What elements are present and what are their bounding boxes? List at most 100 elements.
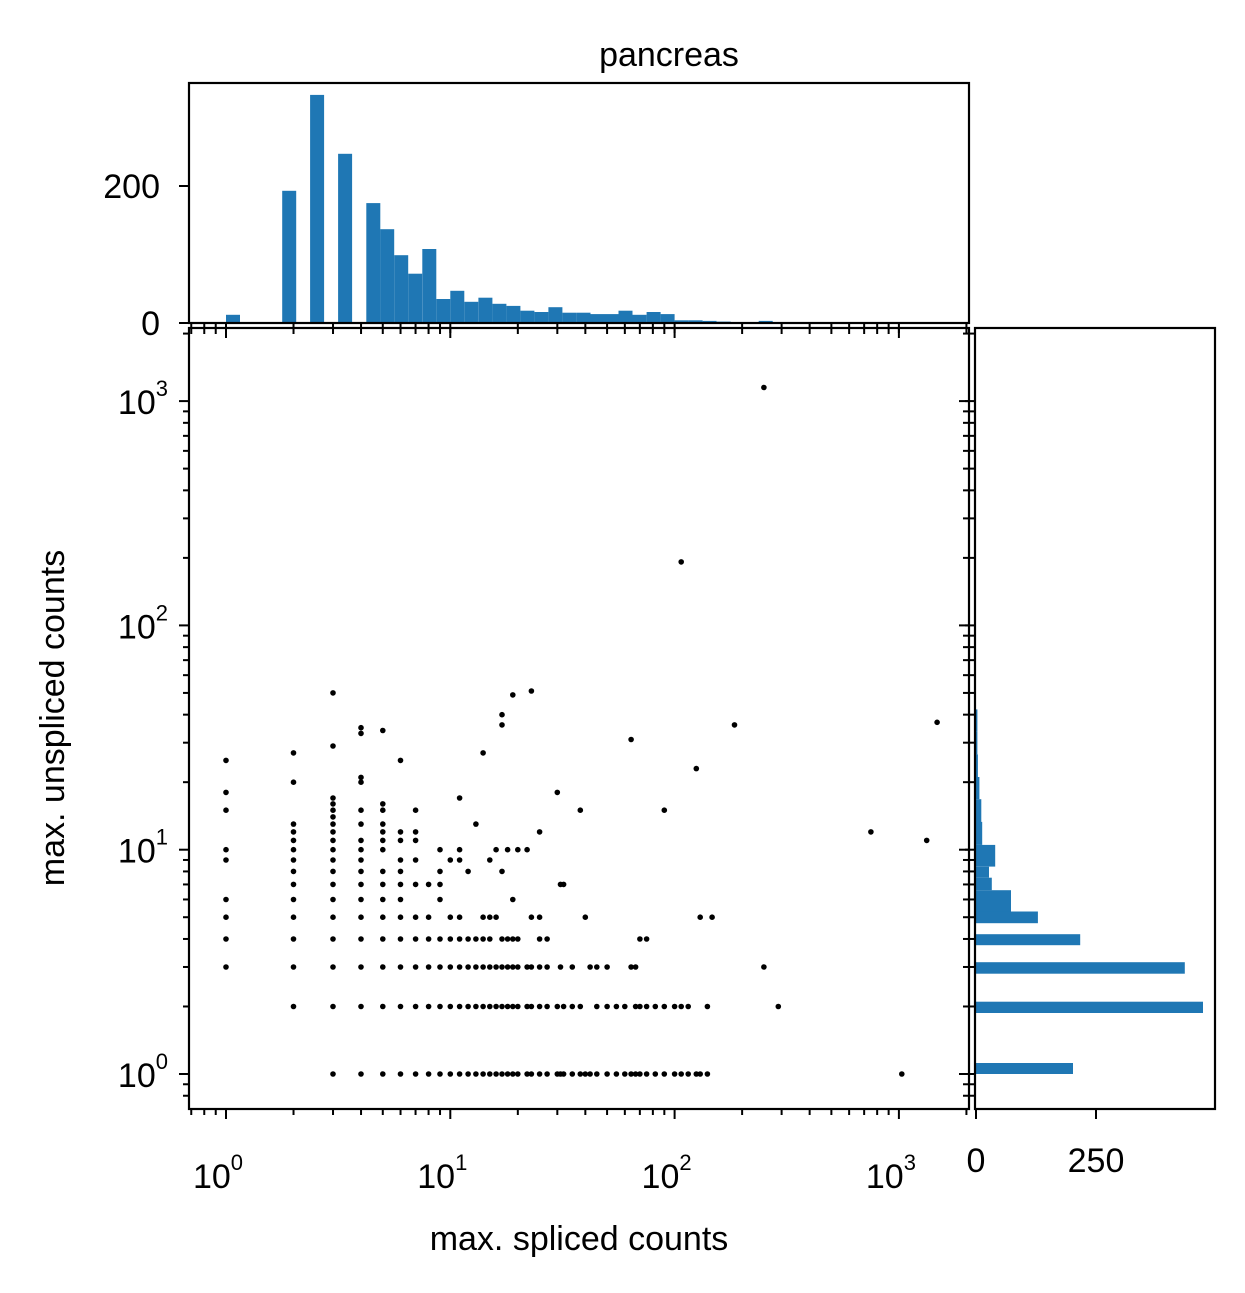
scatter-point: [447, 936, 454, 942]
scatter-point: [380, 801, 386, 807]
scatter-point: [493, 914, 499, 920]
scatter-point: [447, 964, 454, 970]
scatter-point: [456, 914, 463, 920]
scatter-point: [536, 1003, 543, 1010]
scatter-point: [487, 857, 493, 863]
scatter-point: [515, 1071, 521, 1077]
scatter-point: [412, 807, 419, 813]
scatter-point: [761, 964, 767, 970]
scatter-point: [499, 1071, 505, 1077]
top-hist-bar: [520, 310, 535, 323]
top-hist-y-tick-label: 200: [103, 168, 160, 206]
scatter-point: [223, 757, 229, 764]
scatter-point: [358, 857, 364, 863]
right-hist-bar: [976, 799, 982, 822]
scatter-point: [569, 1003, 576, 1010]
scatter-point: [358, 779, 364, 785]
top-hist-bar: [632, 314, 647, 323]
scatter-point: [643, 1071, 650, 1077]
scatter-point: [697, 1071, 703, 1077]
scatter-point: [923, 837, 930, 844]
scatter-point: [358, 964, 364, 970]
scatter-point: [397, 964, 404, 970]
right-hist-bar: [976, 1001, 1203, 1013]
scatter-point: [380, 881, 386, 888]
x-tick-label: 103: [866, 1150, 916, 1196]
scatter-point: [487, 936, 493, 942]
scatter-point: [678, 1003, 684, 1010]
scatter-point: [632, 1071, 639, 1077]
top-hist-bar: [422, 249, 437, 323]
scatter-point: [554, 1003, 561, 1010]
scatter-point: [510, 936, 516, 942]
scatter-point: [330, 829, 336, 835]
scatter-point: [643, 1003, 650, 1010]
scatter-point: [487, 964, 493, 970]
right-hist-bar: [976, 754, 978, 777]
scatter-point: [437, 1071, 443, 1077]
top-hist-bar: [394, 255, 409, 323]
scatter-point: [604, 1071, 610, 1077]
scatter-point: [425, 1071, 432, 1077]
top-hist-bar: [450, 290, 465, 323]
scatter-point: [594, 1071, 600, 1077]
scatter-point: [504, 964, 511, 970]
scatter-point: [613, 1003, 620, 1010]
scatter-point: [554, 789, 561, 796]
right-hist-x-tick-label: 250: [1068, 1142, 1125, 1180]
scatter-point: [290, 868, 297, 875]
scatter-point: [661, 1071, 668, 1077]
scatter-point: [544, 936, 550, 942]
scatter-point: [412, 1071, 419, 1077]
scatter-point: [290, 779, 297, 785]
scatter-point: [425, 936, 432, 942]
x-tick-label: 101: [417, 1150, 467, 1196]
top-hist-bar: [576, 312, 591, 323]
scatter-point: [437, 1003, 443, 1010]
scatter-point: [456, 795, 463, 801]
scatter-point: [569, 1071, 576, 1077]
x-tick-label: 102: [642, 1150, 692, 1196]
scatter-point: [397, 1071, 404, 1077]
scatter-point: [499, 711, 505, 718]
scatter-point: [330, 914, 336, 920]
scatter-point: [504, 1071, 511, 1077]
scatter-point: [661, 1003, 668, 1010]
scatter-point: [868, 829, 874, 835]
scatter-point: [412, 964, 419, 970]
scatter-point: [330, 936, 336, 942]
scatter-point: [380, 914, 386, 920]
scatter-point: [604, 964, 610, 970]
top-hist-bar: [674, 320, 689, 323]
scatter-point: [397, 868, 404, 875]
scatter-point: [493, 1003, 499, 1010]
scatter-point: [569, 964, 576, 970]
scatter-point: [358, 821, 364, 827]
scatter-point: [358, 774, 364, 781]
scatter-point: [622, 1003, 628, 1010]
scatter-point: [480, 750, 486, 756]
scatter-point: [510, 964, 516, 970]
right-hist-bar: [976, 962, 1185, 974]
scatter-point: [685, 1071, 691, 1077]
scatter-point: [934, 719, 940, 726]
scatter-point: [637, 936, 643, 942]
scatter-point: [437, 964, 443, 970]
top-hist-bar: [562, 312, 577, 323]
top-hist-bar: [310, 94, 325, 324]
scatter-point: [223, 846, 229, 853]
scatter-point: [425, 964, 432, 970]
scatter-point: [536, 829, 543, 835]
scatter-point: [330, 821, 336, 827]
scatter-point: [671, 1071, 678, 1077]
scatter-point: [358, 914, 364, 920]
scatter-point: [397, 757, 404, 764]
scatter-point: [709, 914, 715, 920]
scatter-point: [412, 881, 419, 888]
scatter-point: [637, 1071, 643, 1077]
scatter-point: [704, 1003, 711, 1010]
scatter-point: [693, 1071, 700, 1077]
scatter-point: [397, 857, 404, 863]
scatter-point: [437, 936, 443, 942]
scatter-point: [330, 881, 336, 888]
